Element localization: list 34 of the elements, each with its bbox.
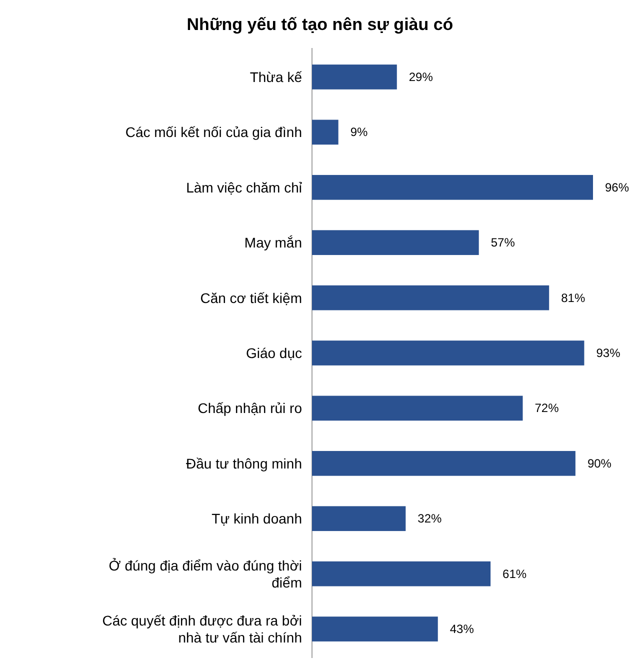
- data-label: 43%: [450, 622, 474, 636]
- bar: [312, 506, 406, 532]
- y-tick-label: Làm việc chăm chỉ: [186, 179, 303, 196]
- data-label: 90%: [587, 456, 612, 470]
- y-tick-label: Chấp nhận rủi ro: [198, 400, 302, 416]
- bar: [312, 616, 438, 642]
- data-label: 61%: [502, 566, 527, 581]
- bar: [312, 396, 523, 421]
- data-label: 81%: [561, 290, 586, 305]
- y-tick-label: Các mối kết nối của gia đình: [125, 124, 302, 140]
- bar: [312, 174, 593, 200]
- y-tick-label: May mắn: [244, 234, 302, 251]
- y-tick-label: Đầu tư thông minh: [186, 455, 302, 472]
- data-label: 93%: [596, 346, 621, 360]
- bar: [312, 120, 338, 145]
- data-label: 29%: [408, 70, 434, 84]
- bar: [312, 340, 584, 366]
- data-label: 57%: [490, 236, 516, 250]
- y-tick-label: Căn cơ tiết kiệm: [200, 290, 302, 306]
- data-label: 9%: [350, 125, 368, 140]
- data-label: 72%: [534, 401, 560, 416]
- y-tick-label: Thừa kế: [250, 68, 302, 85]
- bar: [312, 561, 491, 586]
- bar: [312, 230, 479, 256]
- bar: [312, 450, 576, 476]
- chart-title: Những yếu tố tạo nên sự giàu có: [186, 15, 454, 34]
- data-label: 96%: [605, 180, 630, 194]
- y-tick-label: Các quyết định được đưa ra bởi nhà tư vấn tài chính: [102, 612, 302, 646]
- y-tick-label: Ở đúng địa điểm vào đúng thời điểm: [108, 557, 302, 590]
- y-tick-label: Tự kinh doanh: [212, 510, 302, 527]
- y-tick-label: Giáo dục: [246, 345, 302, 361]
- data-label: 32%: [418, 512, 442, 526]
- bar: [312, 64, 397, 90]
- bar: [312, 285, 550, 310]
